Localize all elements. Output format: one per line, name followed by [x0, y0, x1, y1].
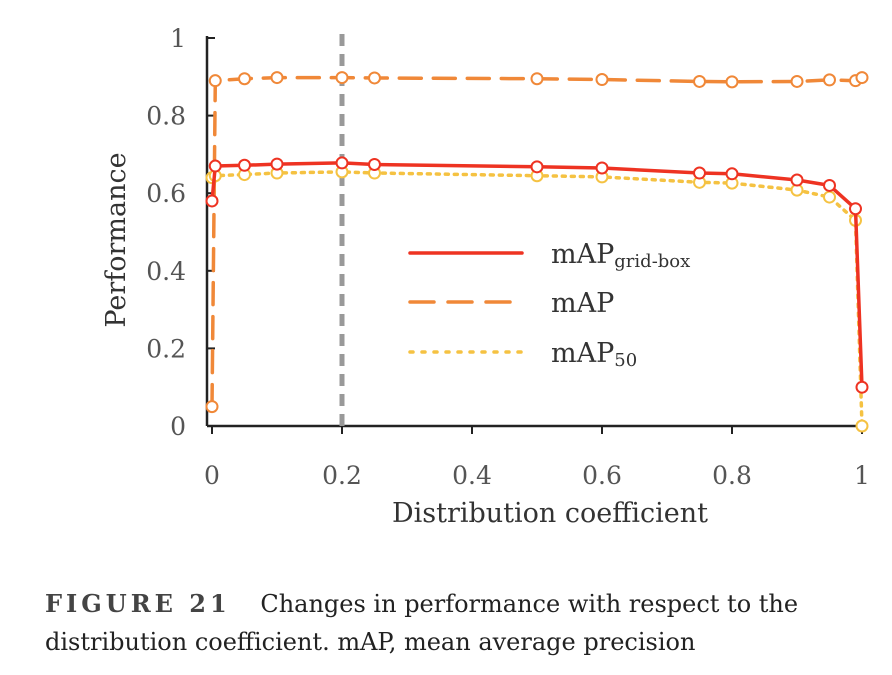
data-point-mAP — [595, 73, 609, 87]
chart-figure: 0 0.2 0.4 0.6 0.8 1 0 0.2 0.4 0.6 0.8 1 mAPgrid-box… — [101, 24, 870, 529]
data-point-mAP — [270, 71, 284, 85]
data-point-mAP — [530, 72, 544, 86]
data-point-mAPgrid-box — [270, 157, 284, 171]
y-tick-label: 0 — [170, 412, 186, 441]
data-point-mAP — [693, 74, 706, 88]
series-line-mAP50 — [210, 170, 864, 428]
data-point-mAPgrid-box — [530, 160, 544, 174]
legend-label-main: mAP — [551, 338, 614, 369]
data-point-mAPgrid-box — [205, 194, 219, 208]
data-point-mAPgrid-box — [725, 167, 739, 181]
data-point-mAP — [208, 74, 222, 88]
legend-label-mAP: mAP — [551, 288, 614, 319]
data-point-mAP50 — [823, 190, 836, 204]
data-point-mAPgrid-box — [693, 166, 706, 180]
y-tick-label: 0.6 — [146, 179, 186, 208]
legend-label-main: mAP — [551, 288, 614, 319]
data-point-mAP — [238, 72, 251, 86]
figure-caption: FIGURE 21 Changes in performance with re… — [45, 585, 885, 661]
data-point-mAP — [855, 71, 869, 85]
x-tick-label: 0 — [204, 461, 220, 490]
data-point-mAPgrid-box — [790, 173, 804, 187]
data-point-mAP — [823, 73, 836, 87]
data-point-mAPgrid-box — [855, 380, 869, 394]
data-point-mAPgrid-box — [208, 159, 222, 173]
data-point-mAPgrid-box — [238, 158, 251, 172]
axes: 0 0.2 0.4 0.6 0.8 1 0 0.2 0.4 0.6 0.8 1 — [146, 24, 870, 490]
figure-label: FIGURE 21 — [45, 589, 231, 618]
legend-label-subscript: grid-box — [614, 251, 690, 272]
x-tick-label: 0.2 — [322, 461, 362, 490]
y-axis-title: Performance — [101, 152, 132, 327]
data-point-mAPgrid-box — [849, 202, 862, 216]
y-tick-label: 0.4 — [146, 257, 186, 286]
data-point-mAP50 — [855, 419, 869, 433]
data-point-mAPgrid-box — [823, 178, 836, 192]
series-layer — [205, 71, 869, 433]
line-chart: 00.20.40.60.810 0.2 0.4 0.6 0.8 1 mAPgrid-box… — [101, 24, 870, 529]
legend-label-main: mAP — [551, 239, 614, 270]
data-point-mAP — [790, 74, 804, 88]
legend-label-subscript: 50 — [614, 350, 637, 371]
x-tick-label: 0.8 — [712, 461, 752, 490]
legend-label-mAP50: mAP50 — [551, 338, 637, 371]
series-mAPgrid-box — [205, 156, 869, 394]
data-point-mAP — [335, 71, 349, 85]
legend-label-mAPgrid-box: mAPgrid-box — [551, 239, 690, 272]
series-mAP50 — [205, 165, 869, 433]
x-tick-label: 0.6 — [582, 461, 622, 490]
caption-text: Changes in performance with respect to t… — [45, 590, 799, 656]
y-tick-label: 0.2 — [146, 334, 186, 363]
x-tick-label: 1 — [854, 461, 870, 490]
y-tick-label: 1 — [170, 24, 186, 53]
data-point-mAPgrid-box — [368, 157, 381, 171]
data-point-mAPgrid-box — [335, 156, 349, 170]
series-line-mAPgrid-box — [210, 161, 864, 389]
data-point-mAP — [205, 400, 219, 414]
x-axis-title: Distribution coefficient — [392, 498, 708, 529]
data-point-mAPgrid-box — [595, 161, 609, 175]
x-tick-label: 0.4 — [452, 461, 492, 490]
series-line-mAP — [210, 75, 864, 409]
data-point-mAP — [725, 75, 739, 89]
y-tick-label: 0.8 — [146, 102, 186, 131]
series-mAP — [205, 71, 869, 414]
data-point-mAP — [368, 71, 381, 85]
